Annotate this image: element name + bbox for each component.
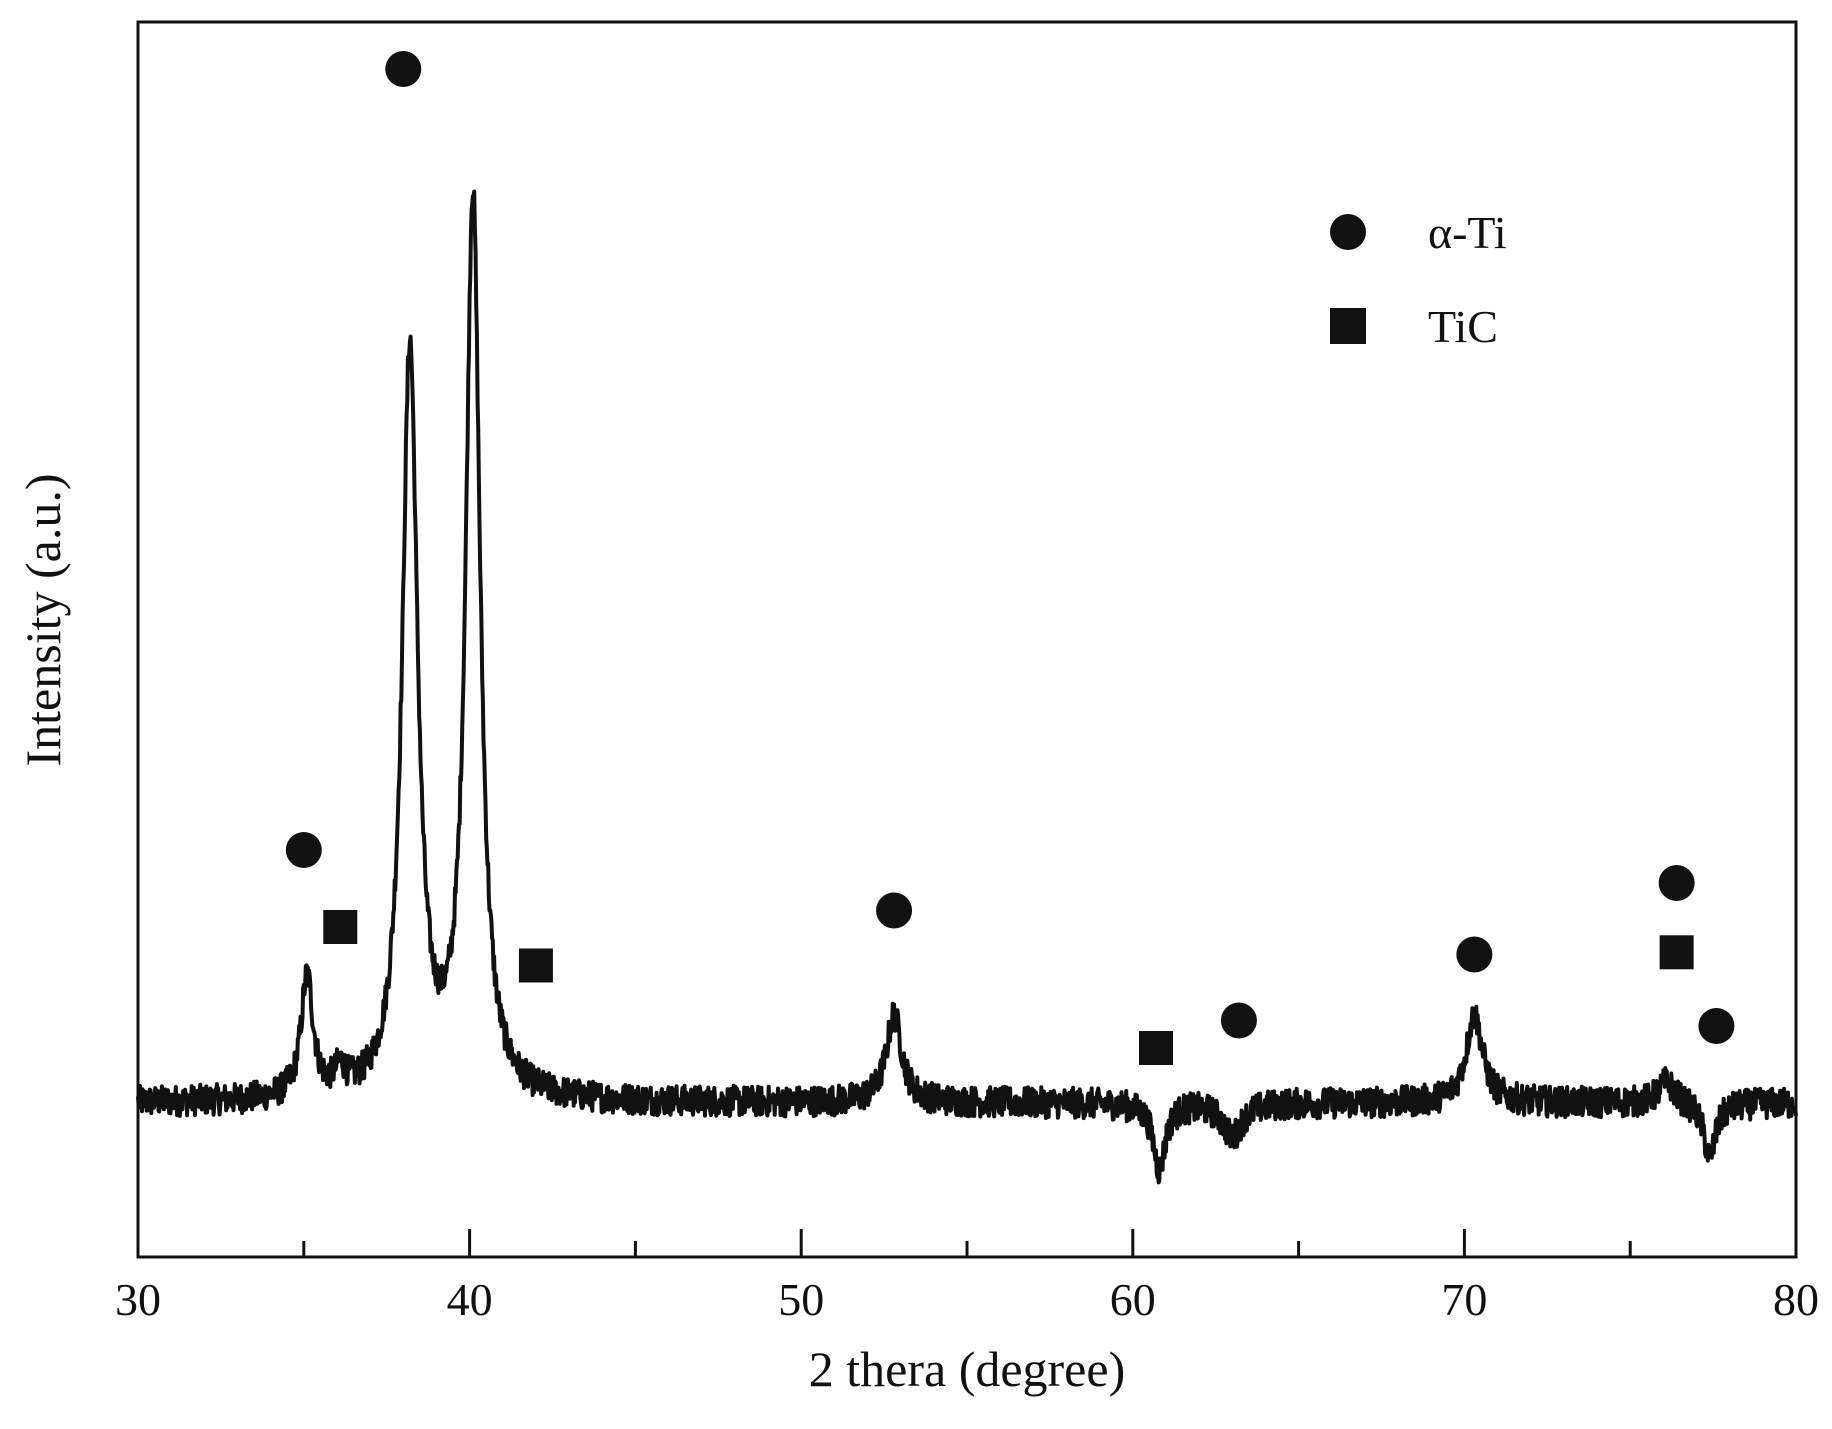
x-tick-label: 50 bbox=[778, 1274, 824, 1325]
x-axis: 30 40 50 60 70 80 bbox=[115, 1229, 1819, 1325]
alpha-ti-marker bbox=[876, 892, 913, 929]
tic-marker bbox=[518, 948, 553, 983]
tic-marker bbox=[1659, 935, 1694, 970]
legend-circle-icon bbox=[1330, 214, 1366, 250]
x-axis-title: 2 thera (degree) bbox=[809, 1341, 1125, 1397]
alpha-ti-marker bbox=[1658, 865, 1695, 901]
alpha-ti-marker bbox=[385, 51, 422, 87]
alpha-ti-marker bbox=[285, 832, 322, 868]
x-tick-label: 30 bbox=[115, 1274, 161, 1325]
alpha-ti-marker bbox=[1456, 936, 1493, 973]
x-tick-label: 60 bbox=[1110, 1274, 1156, 1325]
legend-label: TiC bbox=[1428, 301, 1498, 352]
x-tick-label: 80 bbox=[1773, 1274, 1819, 1325]
tic-marker bbox=[323, 910, 358, 944]
xrd-trace-line bbox=[136, 189, 1798, 1185]
x-tick-label: 40 bbox=[447, 1274, 493, 1325]
alpha-ti-marker bbox=[1220, 1002, 1257, 1039]
legend: α-Ti TiC bbox=[1330, 207, 1507, 352]
x-tick-label: 70 bbox=[1441, 1274, 1487, 1325]
legend-square-icon bbox=[1330, 308, 1366, 344]
tic-marker bbox=[1139, 1031, 1174, 1065]
legend-label: α-Ti bbox=[1428, 207, 1507, 258]
plot-area bbox=[136, 51, 1798, 1185]
y-axis-title: Intensity (a.u.) bbox=[15, 474, 71, 767]
alpha-ti-marker bbox=[1698, 1008, 1735, 1044]
